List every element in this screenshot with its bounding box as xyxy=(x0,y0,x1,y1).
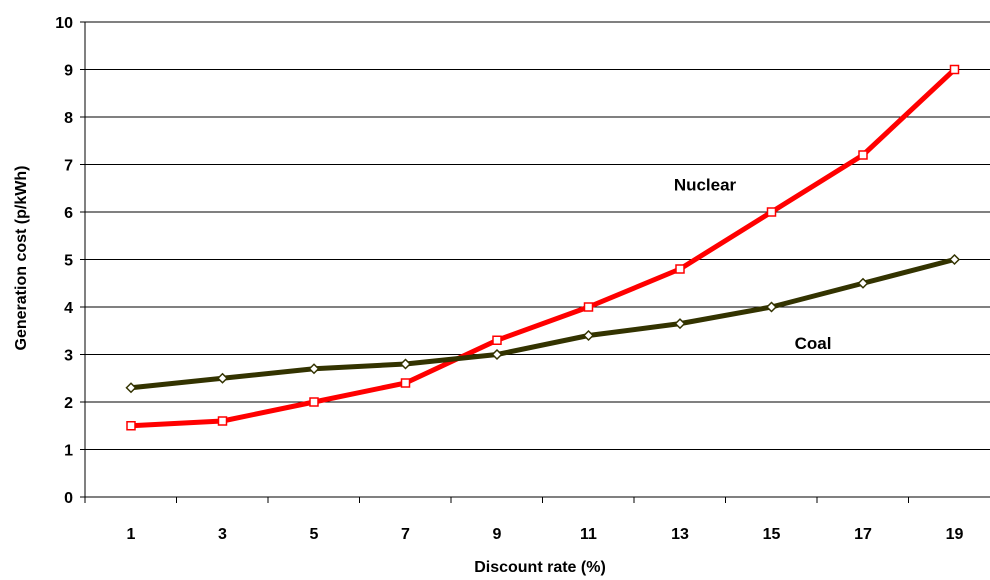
y-axis-title: Generation cost (p/kWh) xyxy=(13,166,30,351)
nuclear-point xyxy=(217,416,228,426)
x-tick-label: 3 xyxy=(218,526,227,543)
gridlines xyxy=(85,21,990,450)
axes xyxy=(80,21,990,503)
nuclear-series-label: Nuclear xyxy=(674,176,737,195)
y-tick-label: 1 xyxy=(64,443,73,460)
y-tick-label: 4 xyxy=(64,300,73,317)
x-tick-label: 7 xyxy=(401,526,410,543)
y-tick-label: 0 xyxy=(64,490,73,507)
coal-point xyxy=(216,372,229,384)
nuclear-point xyxy=(766,207,777,217)
coal-point xyxy=(125,382,137,394)
y-tick-label: 3 xyxy=(64,348,73,365)
nuclear-point xyxy=(583,302,594,312)
x-tick-label: 13 xyxy=(671,526,689,543)
series-lines xyxy=(125,64,961,431)
coal-series-label: Coal xyxy=(795,334,832,353)
x-axis-title: Discount rate (%) xyxy=(474,559,606,576)
coal-point xyxy=(399,358,412,370)
nuclear-point xyxy=(126,421,136,431)
y-tick-label: 6 xyxy=(64,205,73,222)
coal-point xyxy=(308,363,320,375)
coal-point xyxy=(674,318,686,330)
nuclear-point xyxy=(949,64,960,75)
coal-point xyxy=(857,277,869,289)
nuclear-point xyxy=(675,264,685,274)
coal-point xyxy=(765,301,778,313)
nuclear-series-line xyxy=(130,67,957,429)
nuclear-point xyxy=(858,150,868,160)
y-tick-label: 9 xyxy=(64,63,73,80)
coal-series-line xyxy=(130,257,956,391)
nuclear-point xyxy=(492,335,502,345)
y-tick-label: 7 xyxy=(64,158,73,175)
x-tick-label: 1 xyxy=(127,526,136,543)
coal-point xyxy=(582,329,595,342)
y-tick-label: 5 xyxy=(64,253,73,270)
coal-point xyxy=(948,253,961,266)
x-tick-label: 15 xyxy=(763,526,781,543)
x-tick-label: 11 xyxy=(580,526,597,543)
nuclear-point xyxy=(309,397,319,407)
y-tick-label: 10 xyxy=(55,15,73,32)
x-tick-label: 9 xyxy=(493,526,502,543)
y-tick-label: 2 xyxy=(64,395,73,412)
nuclear-point xyxy=(400,378,411,388)
x-tick-label: 5 xyxy=(310,526,319,543)
coal-point xyxy=(491,348,503,361)
x-tick-label: 17 xyxy=(854,526,872,543)
x-tick-label: 19 xyxy=(946,526,964,543)
y-tick-label: 8 xyxy=(64,110,73,127)
